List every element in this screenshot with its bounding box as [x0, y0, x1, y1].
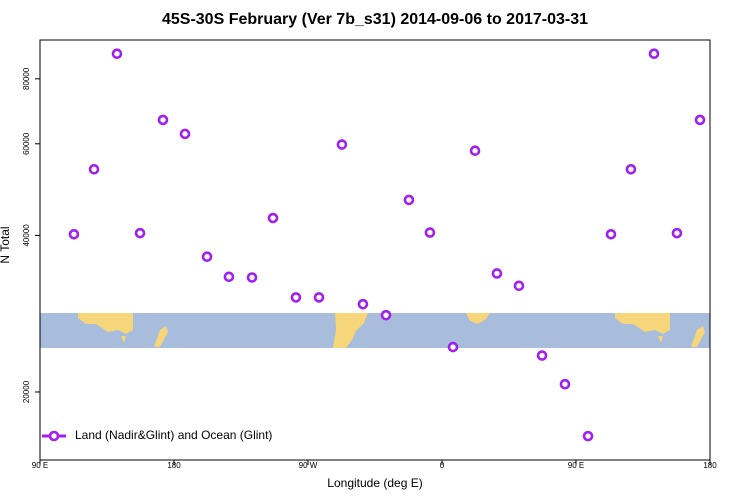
- land: [466, 313, 490, 324]
- data-point: [469, 145, 481, 156]
- data-point: [671, 227, 683, 239]
- data-point: [267, 212, 279, 224]
- data-point: [491, 268, 503, 279]
- data-point: [582, 430, 594, 442]
- land: [78, 313, 133, 334]
- data-point: [134, 227, 146, 239]
- x-tick-label: 180: [703, 461, 717, 470]
- land: [658, 336, 663, 343]
- data-point: [201, 251, 213, 263]
- data-point: [179, 128, 191, 140]
- ocean: [40, 313, 710, 348]
- data-point: [246, 272, 258, 283]
- data-point: [313, 292, 325, 303]
- data-point: [694, 114, 706, 126]
- data-point: [447, 341, 459, 353]
- land: [691, 326, 705, 347]
- data-point: [559, 378, 571, 390]
- y-tick-label: 40000: [22, 224, 31, 247]
- y-tick-label: 60000: [22, 132, 31, 155]
- data-point: [336, 139, 348, 150]
- data-point: [88, 163, 100, 175]
- plot-frame: [39, 39, 711, 461]
- y-tick-label: 80000: [22, 67, 31, 90]
- x-tick-label: 90 W: [299, 461, 318, 470]
- data-point: [68, 228, 80, 240]
- x-tick-label: 90 E: [32, 461, 48, 470]
- y-tick-label: 20000: [22, 380, 31, 403]
- y-axis-label: N Total: [0, 226, 12, 263]
- data-point: [648, 48, 660, 60]
- chart-title: 45S-30S February (Ver 7b_s31) 2014-09-06…: [162, 11, 588, 28]
- land: [121, 336, 126, 343]
- data-point: [157, 114, 169, 126]
- data-point: [536, 350, 548, 361]
- x-axis-label: Longitude (deg E): [327, 476, 422, 490]
- land: [154, 326, 168, 347]
- x-tick-label: 90 E: [568, 461, 584, 470]
- legend-label: Land (Nadir&Glint) and Ocean (Glint): [75, 428, 272, 442]
- data-point: [513, 280, 525, 292]
- data-point: [625, 163, 637, 175]
- legend-marker: [48, 430, 60, 442]
- data-point: [424, 227, 436, 238]
- data-point: [605, 228, 617, 240]
- data-point: [290, 292, 302, 303]
- data-point: [223, 271, 235, 283]
- data-point: [380, 309, 392, 321]
- data-point: [357, 298, 369, 310]
- data-point: [111, 48, 123, 60]
- data-point: [403, 194, 415, 206]
- land: [615, 313, 670, 334]
- x-tick-label: 0: [440, 461, 445, 470]
- x-tick-label: 180: [167, 461, 181, 470]
- land: [333, 313, 368, 348]
- map-strip: [40, 313, 710, 348]
